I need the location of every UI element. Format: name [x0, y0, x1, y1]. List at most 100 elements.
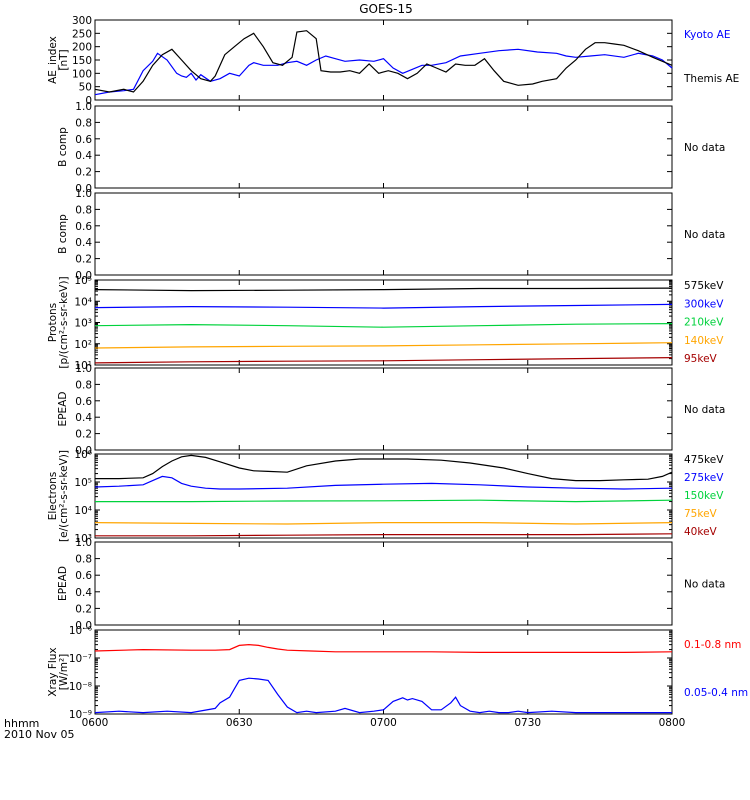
series-kyoto-ae-line — [94, 48, 673, 96]
y-axis-title: B comp — [57, 127, 69, 167]
date-label: 2010 Nov 05 — [4, 728, 75, 741]
legend-label: Themis AE — [683, 73, 739, 85]
y-tick-label: 10¹ — [74, 360, 92, 372]
legend-label: 0.1-0.8 nm — [684, 639, 741, 651]
y-tick-label: 0.6 — [75, 221, 92, 233]
panel-frame — [94, 105, 673, 189]
legend-label: 75keV — [684, 508, 718, 520]
y-tick-label: 0.4 — [75, 587, 92, 599]
y-tick-label: 10⁴ — [74, 296, 92, 308]
y-tick-label: 10⁴ — [74, 505, 92, 517]
y-tick-label: 0.2 — [75, 603, 92, 615]
legend-label: 140keV — [684, 335, 724, 347]
y-tick-label: 10² — [74, 339, 92, 351]
panel-frame — [94, 629, 673, 715]
y-tick-label: 0.2 — [75, 167, 92, 179]
y-tick-label: 10⁻⁶ — [69, 625, 92, 637]
y-tick-label: 0.8 — [75, 379, 92, 391]
y-axis-title: EPEAD — [57, 392, 69, 427]
legend-label: Kyoto AE — [684, 29, 730, 41]
y-tick-label: 150 — [72, 55, 92, 67]
y-axis-title: Xray Flux — [47, 647, 59, 696]
y-tick-label: 1.0 — [75, 188, 92, 200]
series-0-1-0-8-nm-line — [94, 643, 673, 654]
y-tick-label: 0 — [85, 95, 92, 107]
y-axis-title: AE_index — [47, 36, 59, 84]
y-tick-label: 50 — [79, 82, 92, 94]
y-tick-label: 0.6 — [75, 134, 92, 146]
series-themis-ae-line — [94, 30, 673, 93]
plot-title: GOES-15 — [359, 2, 413, 16]
x-axis: 0600 0630 0700 0730 0800 — [82, 717, 686, 729]
y-axis-title: B comp — [57, 214, 69, 254]
y-tick-label: 0.4 — [75, 150, 92, 162]
y-axis-title: Electrons — [47, 472, 59, 521]
legend-label: 95keV — [684, 353, 718, 365]
y-tick-label: 0.0 — [75, 445, 92, 457]
legend-label: 275keV — [684, 472, 724, 484]
series-210kev-line — [94, 323, 673, 328]
series-40kev-line — [95, 533, 673, 537]
y-axis-title: Protons — [47, 303, 59, 342]
y-tick-label: 0.6 — [75, 396, 92, 408]
panel-b2: 0.0 0.2 0.4 0.6 0.8 1.0 B comp No data — [57, 188, 725, 282]
y-tick-label: 10⁵ — [74, 477, 92, 489]
y-tick-label: 0.8 — [75, 204, 92, 216]
y-tick-label: 300 — [72, 15, 92, 27]
series-150kev-line — [95, 499, 673, 503]
y-tick-label: 10⁻⁸ — [69, 681, 92, 693]
y-tick-label: 0.0 — [75, 183, 92, 195]
panel-frame — [94, 453, 673, 539]
legend-label: 0.05-0.4 nm — [684, 687, 748, 699]
y-tick-label: 10⁻⁹ — [69, 709, 92, 721]
legend-label: 300keV — [684, 298, 724, 310]
series-275kev-line — [94, 475, 673, 490]
no-data-label: No data — [684, 229, 725, 241]
y-axis-title: EPEAD — [57, 566, 69, 601]
y-tick-label: 10³ — [74, 318, 92, 330]
series-300kev-line — [94, 303, 673, 309]
y-tick-label: 0.2 — [75, 254, 92, 266]
x-tick-label: 0730 — [514, 717, 541, 729]
y-tick-label: 1.0 — [75, 101, 92, 113]
y-tick-label: 1.0 — [75, 363, 92, 375]
y-tick-label: 200 — [72, 42, 92, 54]
x-axis-unit-label: hhmm — [4, 717, 40, 730]
series-140kev-line — [94, 342, 673, 349]
x-tick-label: 0630 — [226, 717, 253, 729]
series-575kev-line — [94, 287, 673, 292]
series-475kev-line — [95, 454, 673, 482]
x-tick-label: 0800 — [659, 717, 686, 729]
y-axis-title: [e/(cm²-s-sr-keV)] — [58, 450, 70, 542]
y-tick-label: 0.8 — [75, 117, 92, 129]
y-tick-label: 0.2 — [75, 429, 92, 441]
panel-frame — [94, 541, 673, 626]
legend-label: 475keV — [684, 454, 724, 466]
y-tick-label: 10⁶ — [74, 449, 92, 461]
y-tick-label: 0.6 — [75, 570, 92, 582]
y-tick-label: 100 — [72, 68, 92, 80]
y-tick-label: 0.4 — [75, 412, 92, 424]
panel-epead1: 0.0 0.2 0.4 0.6 0.8 1.0 EPEAD No data — [57, 363, 725, 457]
panel-electrons: 10³ 10⁴ 10⁵ 10⁶ Electrons [e/(cm²-s-sr-keV)] 4… — [47, 449, 724, 545]
legend-label: 575keV — [684, 280, 724, 292]
y-tick-label: 250 — [72, 28, 92, 40]
x-tick-label: 0600 — [82, 717, 109, 729]
series-75kev-line — [94, 521, 673, 525]
panel-frame — [94, 192, 673, 276]
y-axis-title: [nT] — [58, 49, 70, 70]
y-tick-label: 0.0 — [75, 620, 92, 632]
panel-protons: 10¹ 10² 10³ 10⁴ 10⁵ Protons [p/(cm²-s-sr-keV)]… — [47, 275, 724, 372]
panel-frame — [94, 279, 673, 366]
y-tick-label: 1.0 — [75, 537, 92, 549]
legend-label: 40keV — [684, 526, 718, 538]
y-tick-label: 0.4 — [75, 237, 92, 249]
series-0-05-0-4-nm-line — [94, 677, 672, 714]
legend-label: 210keV — [684, 317, 724, 329]
x-tick-label: 0700 — [370, 717, 397, 729]
panel-frame — [94, 367, 673, 451]
no-data-label: No data — [684, 142, 725, 154]
y-tick-label: 10³ — [74, 533, 92, 545]
